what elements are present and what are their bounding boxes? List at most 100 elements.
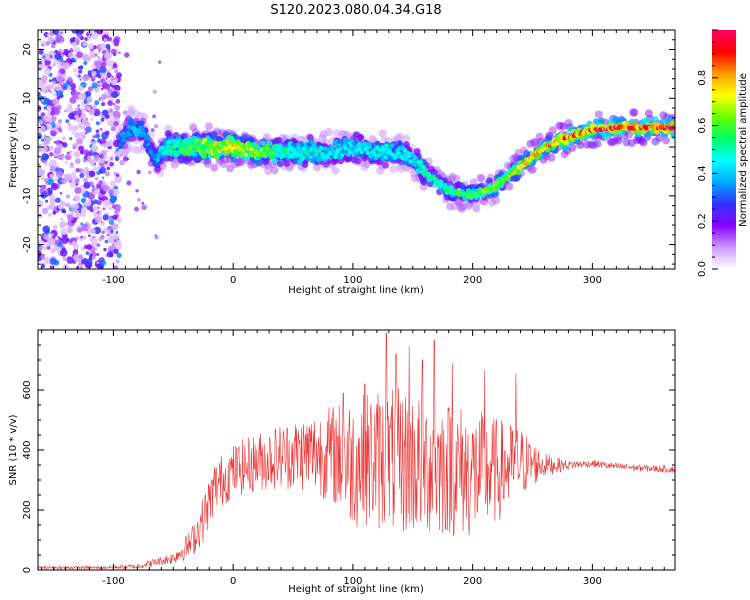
ridge-cell: [402, 134, 411, 143]
noise-speckle: [113, 38, 119, 44]
ridge-cell: [160, 145, 166, 150]
noise-speckle: [92, 135, 96, 139]
noise-speckle: [96, 253, 100, 256]
noise-speckle: [97, 56, 100, 59]
colorbar-tick-label: 0.4: [697, 165, 708, 181]
noise-speckle: [110, 117, 114, 122]
y-tick-label: 200: [22, 500, 33, 519]
ridge-cell: [545, 134, 553, 142]
noise-speckle: [99, 197, 103, 201]
noise-speckle: [59, 221, 66, 228]
noise-speckle: [91, 255, 96, 260]
noise-speckle: [49, 257, 57, 265]
noise-speckle: [70, 81, 73, 84]
noise-speckle: [71, 30, 78, 34]
noise-speckle: [104, 52, 112, 60]
noise-speckle: [38, 125, 46, 133]
ridge-cell: [396, 133, 404, 141]
noise-speckle: [61, 142, 68, 148]
noise-speckle: [49, 90, 53, 93]
noise-speckle: [91, 31, 99, 40]
noise-speckle: [113, 85, 120, 91]
x-tick-label: 300: [583, 576, 602, 587]
noise-speckle: [52, 210, 57, 215]
noise-speckle: [65, 119, 70, 124]
noise-speckle: [80, 235, 84, 239]
x-tick-label: 100: [343, 275, 362, 286]
ridge-cell: [412, 154, 417, 160]
noise-speckle: [75, 168, 80, 173]
ridge-cell: [252, 143, 258, 148]
noise-speckle: [116, 252, 122, 259]
noise-speckle: [106, 69, 111, 74]
noise-speckle: [77, 85, 84, 92]
noise-speckle: [101, 176, 105, 179]
noise-speckle: [111, 67, 114, 70]
colorbar-label: Normalized spectral amplitude: [738, 73, 749, 227]
noise-speckle: [135, 189, 139, 193]
noise-speckle: [44, 162, 47, 166]
noise-speckle: [90, 151, 95, 156]
noise-speckle: [99, 154, 103, 158]
noise-speckle: [78, 69, 83, 74]
noise-speckle: [98, 180, 103, 184]
noise-speckle: [64, 109, 68, 113]
spectrogram-heatmap: [38, 30, 675, 269]
colorbar-tick-label: 0.2: [697, 213, 708, 229]
ridge-cell: [205, 122, 213, 131]
noise-speckle: [54, 53, 61, 60]
snr-y-axis: 0 200 400 600: [22, 329, 675, 573]
y-tick-label: -20: [22, 236, 33, 252]
noise-speckle: [93, 199, 99, 205]
noise-speckle: [126, 180, 132, 186]
noise-speckle: [44, 59, 51, 66]
noise-speckle: [72, 175, 77, 180]
noise-speckle: [58, 168, 61, 171]
noise-speckle: [116, 217, 122, 223]
noise-speckle: [42, 55, 46, 59]
noise-speckle: [154, 234, 157, 237]
noise-speckle: [72, 142, 78, 149]
ridge-cell: [384, 143, 389, 148]
noise-speckle: [58, 48, 62, 51]
noise-speckle: [99, 43, 107, 50]
noise-speckle: [48, 79, 52, 83]
noise-speckle: [41, 207, 49, 215]
ridge-cell: [127, 104, 136, 113]
noise-speckle: [80, 246, 84, 250]
noise-speckle: [99, 141, 103, 145]
noise-speckle: [66, 85, 72, 91]
noise-speckle: [154, 124, 159, 129]
ridge-cell: [276, 160, 284, 168]
ridge-cell: [270, 166, 279, 175]
noise-speckle: [101, 34, 110, 42]
noise-speckle: [111, 90, 119, 99]
noise-speckle: [85, 159, 89, 163]
noise-speckle: [56, 184, 60, 187]
noise-speckle: [91, 145, 99, 153]
noise-speckle: [80, 113, 87, 119]
noise-speckle: [96, 243, 101, 248]
noise-speckle: [38, 60, 43, 66]
y-tick-label: 20: [22, 43, 33, 56]
noise-speckle: [136, 169, 141, 175]
noise-speckle: [110, 230, 114, 234]
figure-title: S120.2023.080.04.34.G18: [270, 3, 441, 18]
noise-speckle: [106, 79, 110, 83]
noise-speckle: [82, 73, 90, 82]
noise-speckle: [51, 80, 56, 85]
snr-x-label: Height of straight line (km): [288, 584, 424, 595]
y-tick-label: 0: [22, 567, 33, 573]
y-tick-label: 0: [22, 144, 33, 150]
noise-speckle: [94, 53, 98, 57]
ridge-cell: [382, 162, 389, 169]
noise-speckle: [71, 171, 77, 177]
noise-speckle: [47, 204, 53, 211]
noise-speckle: [89, 208, 94, 213]
noise-speckle: [39, 143, 42, 147]
ridge-cell: [264, 167, 273, 175]
colorbar-tick-label: 0.8: [697, 70, 708, 86]
colorbar-tick-label: 0.0: [697, 261, 708, 277]
noise-speckle: [94, 176, 99, 181]
noise-speckle: [76, 216, 80, 219]
